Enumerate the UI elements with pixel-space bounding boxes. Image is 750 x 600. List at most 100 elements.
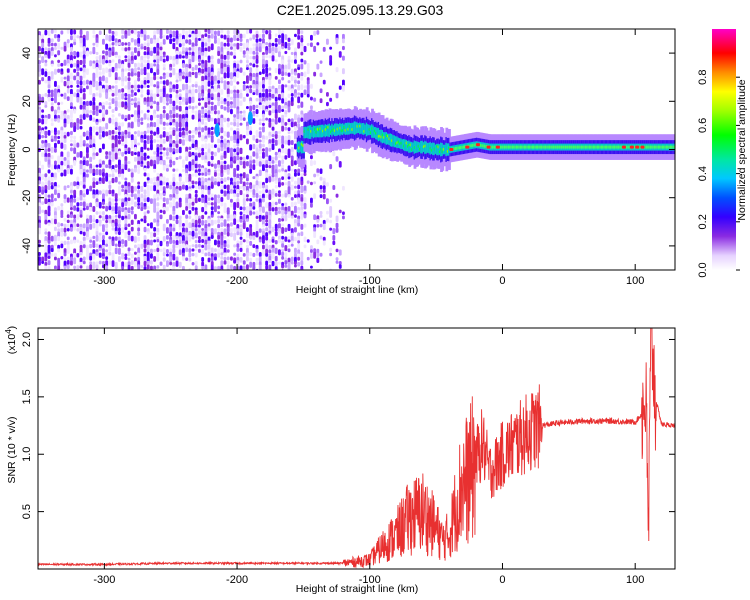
spectrogram-noise-cell xyxy=(162,130,166,138)
spectrogram-noise-cell xyxy=(156,68,160,76)
spectrogram-noise-cell xyxy=(268,33,272,40)
spectrogram-noise-cell xyxy=(124,134,128,139)
spectrogram-noise-cell xyxy=(60,203,64,207)
spectrogram-noise-cell xyxy=(121,173,125,180)
spectrogram-noise-cell xyxy=(246,54,249,60)
spectrogram-noise-cell xyxy=(210,96,214,101)
spectrogram-noise-cell xyxy=(150,63,153,69)
spectrogram-noise-cell xyxy=(175,201,179,209)
spectrogram-noise-cell xyxy=(271,93,275,99)
spectrogram-noise-cell xyxy=(198,62,201,66)
spectrogram-noise-cell xyxy=(162,34,166,40)
spectrogram-noise-cell xyxy=(57,228,61,232)
spectrogram-noise-cell xyxy=(70,63,73,68)
spectrogram-noise-cell xyxy=(290,261,294,265)
spectrogram-noise-cell xyxy=(220,135,224,140)
spectrogram-noise-cell xyxy=(274,67,278,74)
spectrogram-noise-cell xyxy=(143,130,147,135)
spectrogram-noise-cell xyxy=(306,256,310,261)
spectrogram-noise-cell xyxy=(124,253,128,257)
spectrogram-noise-cell xyxy=(172,33,176,38)
spectrogram-noise-cell xyxy=(274,134,278,140)
spectrogram-noise-cell xyxy=(329,252,333,257)
spectrogram-noise-cell xyxy=(70,214,73,219)
spectrogram-noise-cell xyxy=(281,218,285,222)
spectrogram-noise-cell xyxy=(73,62,77,68)
spectrogram-noise-cell xyxy=(98,211,102,216)
spectrogram-noise-cell xyxy=(210,64,214,69)
spectrogram-noise-cell xyxy=(150,159,153,167)
spectrogram-noise-cell xyxy=(268,29,272,34)
spectrogram-noise-cell xyxy=(175,89,179,94)
spectrogram-noise-cell xyxy=(265,29,269,35)
spectrogram-noise-cell xyxy=(236,247,240,252)
spectrogram-noise-cell xyxy=(290,75,294,82)
spectrogram-noise-cell xyxy=(140,146,144,153)
spectrogram-noise-cell xyxy=(265,194,269,199)
spectrogram-noise-cell xyxy=(223,160,227,165)
spectrogram-noise-cell xyxy=(108,260,112,265)
spectrogram-noise-cell xyxy=(258,104,262,110)
spectrogram-noise-cell xyxy=(86,173,89,178)
spectrogram-noise-cell xyxy=(303,213,307,219)
spectrogram-noise-cell xyxy=(313,181,317,185)
spectrogram-noise-cell xyxy=(204,239,208,246)
spectrogram-noise-cell xyxy=(143,215,147,221)
spectrogram-noise-cell xyxy=(204,71,208,76)
spectrogram-noise-cell xyxy=(137,114,141,119)
spectrogram-noise-cell xyxy=(92,265,96,269)
spectrogram-noise-cell xyxy=(38,118,41,124)
spectrogram-noise-cell xyxy=(156,37,160,44)
spectrogram-noise-cell xyxy=(150,130,153,135)
spectrogram-noise-cell xyxy=(153,168,157,173)
spectrogram-noise-cell xyxy=(268,230,272,234)
spectrogram-noise-cell xyxy=(140,93,144,98)
spectrogram-noise-cell xyxy=(175,188,179,195)
spectrogram-noise-cell xyxy=(223,184,227,190)
spectrogram-noise-cell xyxy=(271,173,275,178)
spectrogram-noise-cell xyxy=(175,181,179,187)
spectrogram-noise-cell xyxy=(127,96,131,103)
spectrogram-noise-cell xyxy=(297,240,301,244)
spectrogram-noise-cell xyxy=(223,72,227,79)
spectrogram-noise-cell xyxy=(290,59,294,64)
spectrogram-noise-cell xyxy=(182,63,185,68)
spectrogram-noise-cell xyxy=(76,122,80,130)
spectrogram-noise-cell xyxy=(274,47,278,54)
spectrogram-noise-cell xyxy=(223,54,227,60)
spectrogram-noise-cell xyxy=(108,189,112,195)
spectrogram-noise-cell xyxy=(111,215,115,220)
spectrogram-noise-cell xyxy=(194,219,198,225)
spectrogram-noise-cell xyxy=(242,202,246,206)
spectrogram-noise-cell xyxy=(162,151,166,157)
spectrogram-noise-cell xyxy=(178,201,182,208)
spectrogram-noise-cell xyxy=(281,205,285,212)
spectrogram-noise-cell xyxy=(108,173,112,178)
spectrogram-noise-cell xyxy=(127,235,131,241)
spectrogram-x-tick-label: 0 xyxy=(499,275,505,287)
spectrogram-noise-cell xyxy=(150,96,153,104)
spectrogram-noise-cell xyxy=(233,85,237,90)
spectrogram-noise-cell xyxy=(41,34,45,40)
spectrogram-noise-cell xyxy=(79,214,83,218)
spectrogram-noise-cell xyxy=(156,134,160,139)
spectrogram-noise-cell xyxy=(98,55,102,60)
spectrogram-noise-cell xyxy=(82,92,86,100)
spectrogram-noise-cell xyxy=(217,164,221,168)
spectrogram-noise-cell xyxy=(284,192,288,198)
spectrogram-noise-cell xyxy=(271,55,275,62)
spectrogram-noise-cell xyxy=(57,130,61,135)
spectrogram-noise-cell xyxy=(73,257,77,265)
spectrogram-noise-cell xyxy=(210,144,214,149)
spectrogram-noise-cell xyxy=(220,260,224,267)
spectrogram-noise-cell xyxy=(236,119,240,124)
spectrogram-noise-cell xyxy=(239,176,243,181)
spectrogram-noise-cell xyxy=(226,226,230,233)
spectrogram-noise-cell xyxy=(50,164,54,170)
spectrogram-noise-cell xyxy=(262,38,265,45)
spectrogram-noise-cell xyxy=(319,223,323,228)
spectrogram-noise-cell xyxy=(130,139,134,144)
spectrogram-noise-cell xyxy=(290,51,294,56)
spectrogram-noise-cell xyxy=(143,167,147,172)
spectrogram-noise-cell xyxy=(207,97,211,102)
